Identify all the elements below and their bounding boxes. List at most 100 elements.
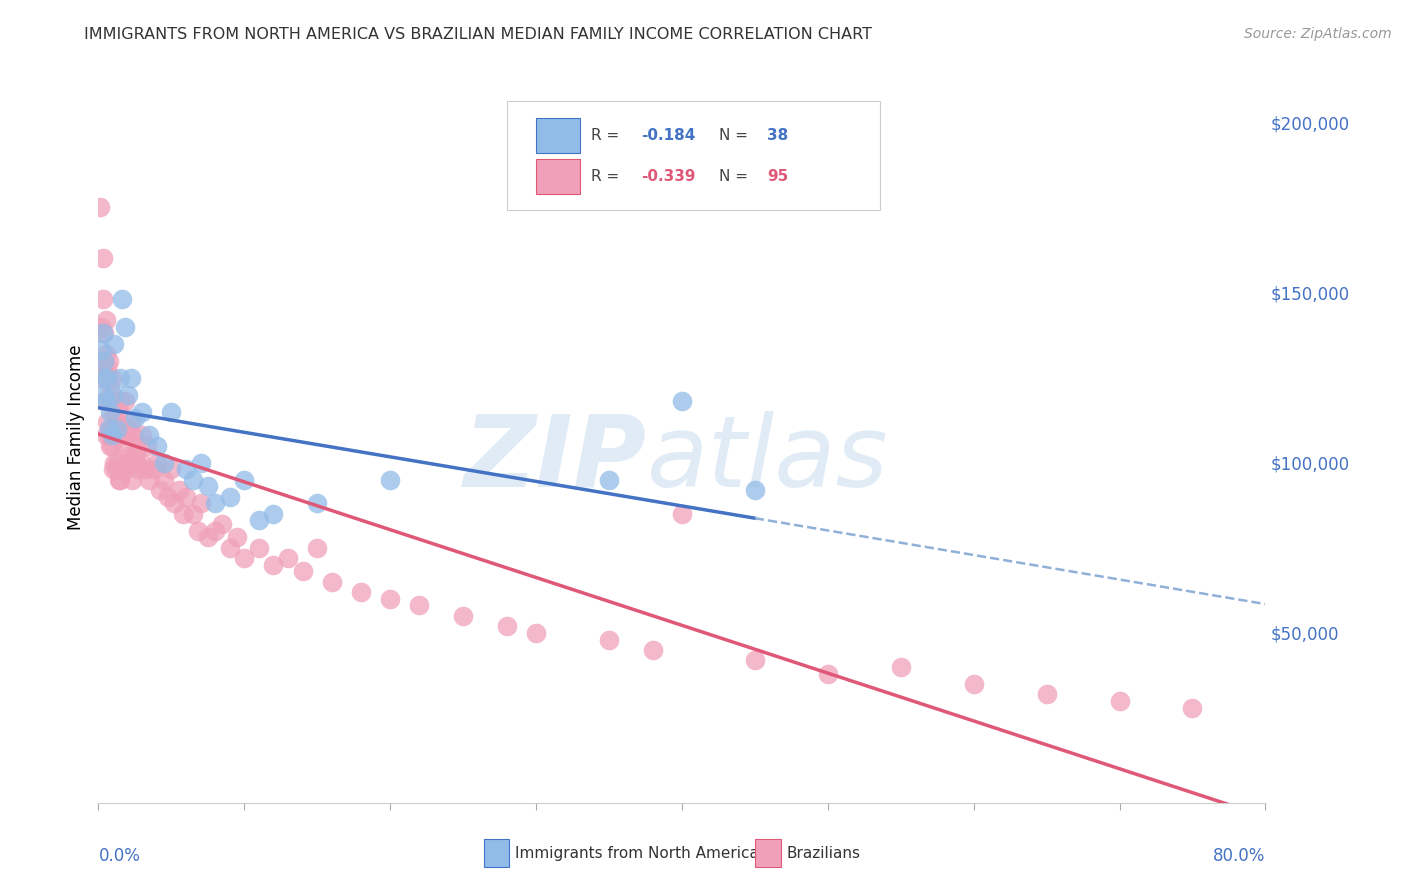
Point: [90, 319, 112, 334]
Point: [122, 428, 145, 442]
Point: [233, 473, 256, 487]
Point: [197, 479, 219, 493]
Point: [172, 507, 194, 521]
Point: [962, 677, 984, 691]
Point: [114, 462, 136, 476]
Point: [181, 507, 204, 521]
Point: [131, 404, 153, 418]
Point: [233, 550, 256, 565]
FancyBboxPatch shape: [536, 118, 581, 153]
Point: [101, 387, 124, 401]
Point: [160, 462, 183, 476]
Point: [138, 428, 160, 442]
Point: [104, 415, 127, 429]
Point: [100, 370, 122, 384]
Point: [105, 421, 128, 435]
Point: [598, 473, 620, 487]
Y-axis label: Median Family Income: Median Family Income: [66, 344, 84, 530]
Point: [128, 439, 150, 453]
Point: [97, 353, 120, 368]
Point: [91, 326, 114, 341]
FancyBboxPatch shape: [508, 101, 880, 211]
Point: [138, 473, 160, 487]
Point: [101, 394, 124, 409]
Point: [121, 473, 143, 487]
Point: [111, 293, 134, 307]
Point: [408, 599, 430, 613]
Point: [93, 326, 115, 341]
Point: [291, 565, 314, 579]
Point: [247, 541, 270, 555]
Point: [744, 483, 766, 497]
Point: [104, 462, 127, 476]
Point: [89, 201, 111, 215]
Point: [380, 473, 402, 487]
Point: [91, 252, 114, 266]
Point: [103, 404, 125, 418]
Point: [96, 360, 118, 375]
Point: [96, 415, 118, 429]
Point: [98, 404, 121, 418]
Point: [181, 473, 204, 487]
Point: [153, 456, 176, 470]
Point: [108, 404, 131, 418]
Point: [524, 625, 547, 640]
Point: [211, 516, 233, 531]
Point: [94, 312, 117, 326]
Point: [117, 421, 139, 435]
Point: [174, 462, 197, 476]
Point: [124, 411, 146, 425]
Point: [127, 462, 149, 476]
Point: [187, 524, 209, 538]
Point: [350, 585, 373, 599]
Point: [598, 632, 620, 647]
Point: [112, 439, 135, 453]
Point: [135, 439, 157, 453]
Point: [120, 415, 142, 429]
Point: [247, 513, 270, 527]
Point: [146, 439, 169, 453]
Point: [134, 462, 156, 476]
Point: [117, 456, 139, 470]
Point: [163, 496, 186, 510]
Point: [1035, 687, 1057, 701]
Point: [277, 550, 299, 565]
Point: [307, 541, 329, 555]
Point: [94, 347, 117, 361]
Text: 38: 38: [768, 128, 789, 144]
Text: N =: N =: [720, 169, 754, 184]
Point: [94, 428, 117, 442]
Point: [1181, 700, 1204, 714]
Point: [97, 421, 120, 435]
Point: [160, 404, 183, 418]
Point: [91, 293, 114, 307]
Text: R =: R =: [591, 169, 624, 184]
Point: [157, 490, 180, 504]
Point: [117, 387, 139, 401]
Point: [100, 439, 122, 453]
Point: [114, 319, 136, 334]
Point: [105, 421, 128, 435]
Point: [120, 370, 142, 384]
Point: [190, 456, 212, 470]
Point: [103, 336, 125, 351]
Point: [110, 473, 132, 487]
FancyBboxPatch shape: [484, 839, 509, 867]
Point: [496, 619, 519, 633]
Point: [204, 524, 226, 538]
Point: [197, 531, 219, 545]
Point: [110, 370, 132, 384]
Point: [153, 473, 176, 487]
Point: [110, 462, 132, 476]
Text: -0.184: -0.184: [641, 128, 696, 144]
Text: 0.0%: 0.0%: [98, 847, 141, 864]
Point: [321, 574, 343, 589]
Point: [114, 394, 136, 409]
Text: -0.339: -0.339: [641, 169, 696, 184]
Point: [93, 387, 115, 401]
Point: [190, 496, 212, 510]
Point: [97, 394, 120, 409]
Text: R =: R =: [591, 128, 624, 144]
Point: [97, 428, 120, 442]
Point: [94, 394, 117, 409]
